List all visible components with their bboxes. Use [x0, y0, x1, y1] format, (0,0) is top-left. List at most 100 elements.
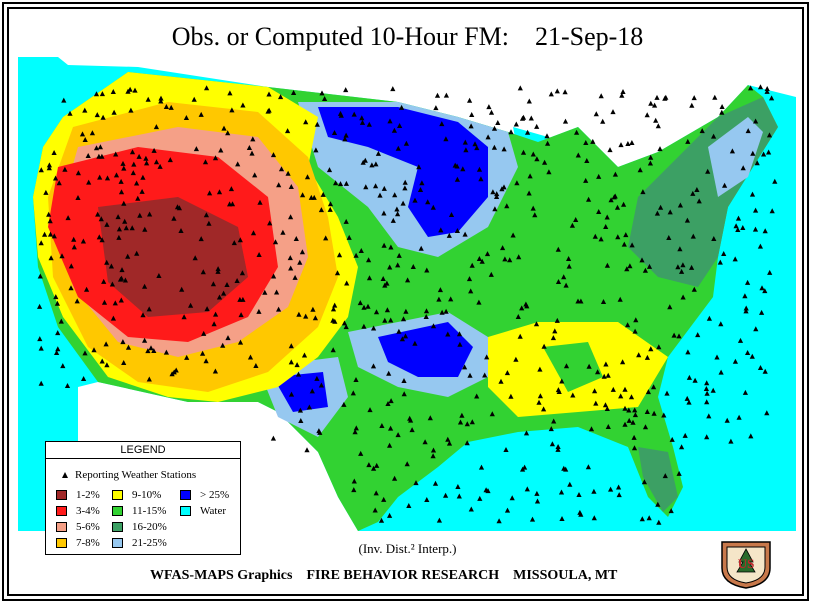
station-marker — [654, 94, 660, 100]
station-marker — [323, 235, 329, 241]
station-marker — [122, 218, 128, 224]
station-marker — [488, 109, 495, 115]
station-marker — [532, 212, 538, 218]
station-marker — [250, 136, 256, 142]
station-marker — [762, 228, 768, 234]
station-marker — [769, 95, 775, 101]
station-marker — [602, 402, 609, 408]
station-marker — [37, 303, 43, 309]
station-marker — [216, 189, 223, 195]
station-marker — [576, 492, 582, 497]
station-marker — [402, 185, 408, 191]
station-marker — [125, 344, 132, 350]
station-marker — [525, 129, 531, 135]
station-marker — [686, 399, 692, 405]
station-marker — [717, 259, 723, 265]
station-marker — [121, 165, 127, 171]
station-marker — [684, 217, 690, 223]
station-marker — [423, 308, 430, 314]
station-marker — [662, 473, 668, 479]
legend-item-label: 5-6% — [76, 521, 100, 533]
station-marker — [350, 390, 356, 396]
station-marker — [436, 296, 442, 302]
station-marker — [351, 111, 357, 117]
station-marker — [381, 496, 387, 502]
station-marker — [605, 372, 611, 378]
station-marker — [742, 293, 748, 299]
legend-item: 5-6% — [56, 521, 100, 533]
station-marker — [249, 150, 255, 156]
legend-item: 7-8% — [56, 537, 100, 549]
station-marker — [492, 206, 498, 212]
station-marker — [142, 283, 148, 289]
station-marker — [749, 353, 755, 359]
station-marker — [270, 435, 276, 441]
station-marker — [476, 256, 482, 261]
station-marker — [555, 279, 562, 284]
station-marker — [139, 188, 145, 194]
station-marker — [494, 191, 500, 197]
station-marker — [381, 242, 387, 248]
station-marker — [43, 189, 49, 195]
station-marker — [563, 466, 569, 472]
station-marker — [369, 162, 375, 168]
station-marker — [517, 85, 523, 91]
station-marker — [596, 173, 602, 179]
station-marker — [710, 387, 716, 393]
station-marker — [413, 480, 419, 486]
station-marker — [645, 389, 651, 395]
inner-frame — [7, 7, 804, 596]
station-marker — [193, 146, 199, 152]
station-marker — [671, 332, 677, 338]
station-marker — [507, 257, 513, 263]
station-marker — [112, 300, 118, 306]
station-marker — [272, 239, 279, 245]
station-marker — [488, 271, 494, 277]
station-marker — [430, 323, 437, 329]
station-marker — [754, 160, 760, 166]
station-marker — [631, 434, 637, 440]
station-marker — [75, 170, 81, 176]
station-marker — [549, 441, 555, 447]
station-marker — [455, 484, 461, 489]
station-marker — [620, 359, 626, 365]
station-marker — [551, 418, 557, 424]
station-marker — [47, 231, 54, 237]
station-marker — [93, 91, 100, 97]
station-marker — [314, 375, 320, 381]
station-marker — [745, 279, 751, 285]
station-marker — [171, 215, 177, 221]
station-marker — [109, 281, 115, 287]
station-marker — [459, 412, 465, 418]
station-marker — [484, 251, 491, 257]
station-marker — [646, 515, 652, 521]
station-marker — [462, 139, 468, 145]
station-marker — [612, 193, 618, 199]
station-marker — [353, 377, 359, 382]
station-marker — [146, 306, 152, 312]
station-marker — [644, 112, 650, 118]
station-marker — [391, 127, 397, 133]
station-marker — [59, 253, 65, 259]
station-marker — [366, 121, 372, 127]
station-marker — [633, 317, 639, 323]
station-marker — [374, 462, 380, 468]
station-marker — [178, 228, 184, 233]
station-marker — [685, 349, 691, 355]
station-marker — [515, 314, 521, 319]
station-marker — [622, 386, 628, 392]
legend-item: 3-4% — [56, 505, 100, 517]
station-marker — [588, 426, 595, 432]
station-marker — [94, 112, 100, 118]
station-marker — [296, 311, 302, 317]
station-marker — [724, 417, 730, 423]
station-marker — [132, 87, 138, 93]
station-marker — [464, 440, 470, 446]
station-marker — [373, 183, 379, 189]
station-marker — [401, 391, 407, 397]
station-marker — [304, 447, 310, 453]
weather-stations — [37, 84, 778, 525]
legend-item: 11-15% — [112, 505, 166, 517]
station-marker — [591, 488, 597, 494]
station-marker — [363, 184, 369, 190]
